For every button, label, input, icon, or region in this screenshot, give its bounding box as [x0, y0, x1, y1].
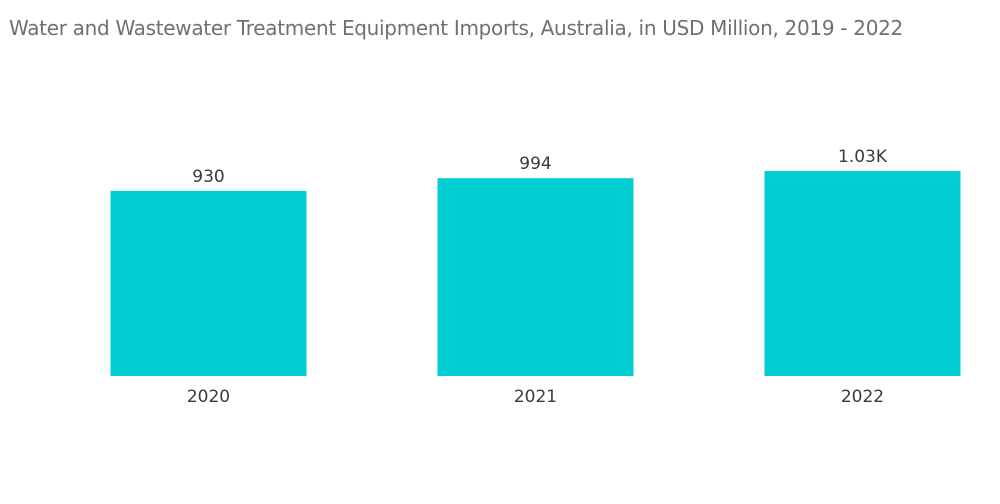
bar-2021[interactable]	[437, 178, 634, 376]
data-label-2022: 1.03K	[838, 147, 888, 167]
x-tick-label-2021: 2021	[514, 387, 557, 407]
data-label-2021: 994	[519, 154, 551, 174]
x-tick-label-2022: 2022	[841, 387, 884, 407]
chart-title: Water and Wastewater Treatment Equipment…	[9, 16, 903, 40]
data-label-2020: 930	[192, 167, 224, 187]
x-tick-label-2020: 2020	[187, 387, 230, 407]
bar-2022[interactable]	[764, 171, 961, 376]
bar-2020[interactable]	[110, 190, 307, 376]
